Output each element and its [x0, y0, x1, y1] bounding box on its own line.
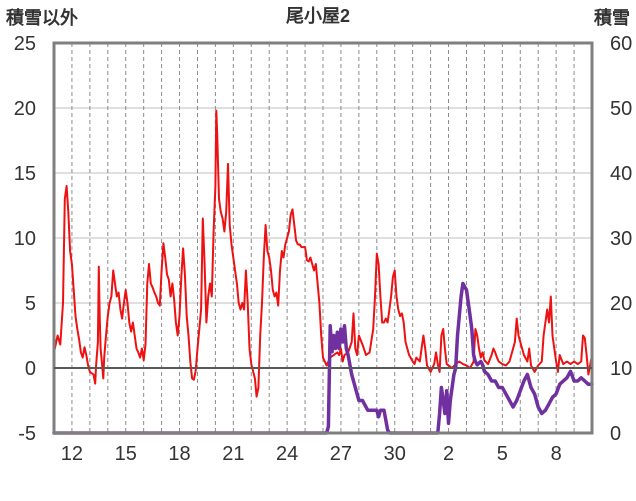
right-tick-label: 10 [610, 358, 632, 380]
x-tick-label: 8 [551, 443, 562, 465]
x-tick-label: 5 [497, 443, 508, 465]
right-tick-label: 40 [610, 163, 632, 185]
right-tick-label: 20 [610, 293, 632, 315]
left-axis-label: 積雪以外 [5, 7, 78, 28]
x-tick-label: 15 [115, 443, 137, 465]
left-tick-label: 20 [14, 98, 36, 120]
x-tick-label: 30 [384, 443, 406, 465]
right-tick-label: 0 [610, 423, 621, 445]
x-tick-label: 18 [168, 443, 190, 465]
right-tick-label: 30 [610, 228, 632, 250]
right-tick-label: 50 [610, 98, 632, 120]
x-tick-label: 27 [330, 443, 352, 465]
series-line-left-axis [53, 109, 593, 398]
x-tick-label: 21 [222, 443, 244, 465]
x-tick-label: 12 [61, 443, 83, 465]
right-tick-label: 60 [610, 33, 632, 55]
x-tick-label: 2 [443, 443, 454, 465]
x-tick-label: 24 [276, 443, 298, 465]
left-tick-label: -5 [18, 423, 36, 445]
left-tick-label: 0 [25, 358, 36, 380]
series-lines [52, 109, 594, 435]
chart-title: 尾小屋2 [286, 6, 350, 26]
right-axis-label: 積雪 [593, 7, 630, 28]
left-tick-label: 15 [14, 163, 36, 185]
plot-frame [52, 41, 594, 435]
left-tick-label: 5 [25, 293, 36, 315]
left-tick-label: 25 [14, 33, 36, 55]
left-tick-label: 10 [14, 228, 36, 250]
series-line-right-axis [52, 281, 594, 435]
